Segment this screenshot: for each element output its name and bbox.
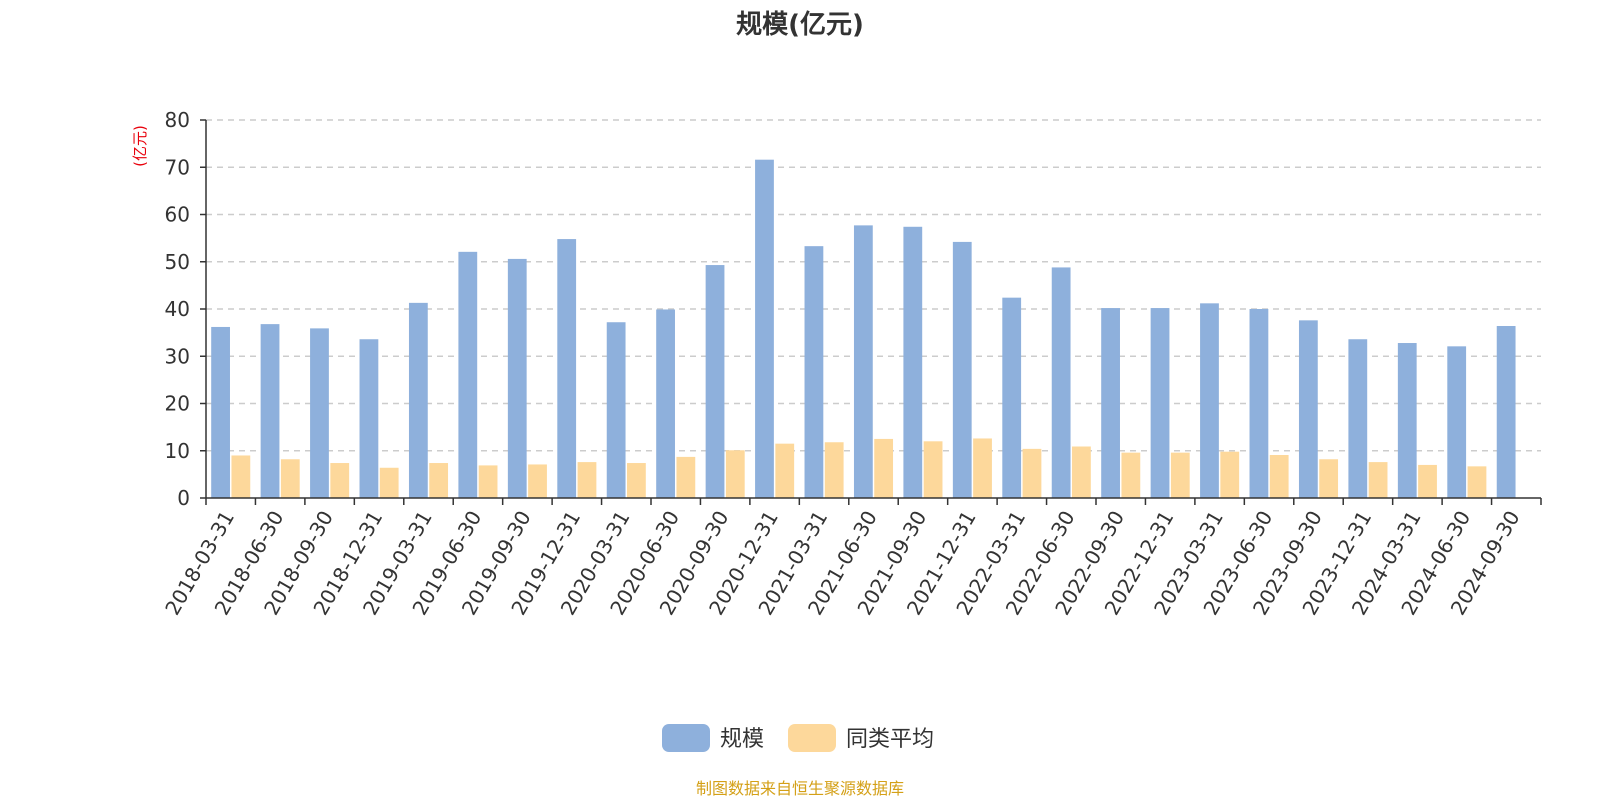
bar-peer-average <box>1220 451 1240 498</box>
bar-scale <box>1051 267 1071 498</box>
bar-scale <box>1200 303 1219 498</box>
y-tick-label: 70 <box>165 155 190 179</box>
bar-peer-average <box>627 463 646 498</box>
bar-peer-average <box>775 443 795 498</box>
y-axis-unit-label: (亿元) <box>131 125 149 167</box>
bar-scale <box>1002 297 1022 498</box>
bar-scale <box>507 258 527 498</box>
bar-scale <box>755 159 774 498</box>
legend-swatch-peer-average <box>788 724 836 752</box>
bar-peer-average <box>379 467 399 498</box>
bar-scale <box>705 265 725 498</box>
bar-peer-average <box>1467 466 1487 498</box>
grid-lines <box>206 119 1541 452</box>
bar-scale <box>1447 346 1467 498</box>
y-tick-label: 50 <box>165 250 190 274</box>
bar-peer-average <box>528 464 547 498</box>
bar-scale <box>952 241 972 498</box>
bar-peer-average <box>973 438 992 498</box>
bar-scale <box>1101 308 1120 498</box>
bar-peer-average <box>1269 455 1289 498</box>
bar-peer-average <box>231 455 251 498</box>
bar-peer-average <box>1072 446 1091 498</box>
bar-scale <box>804 246 824 498</box>
legend-item[interactable]: 规模 <box>662 724 764 752</box>
bar-peer-average <box>824 442 844 498</box>
bar-scale <box>853 225 873 498</box>
bar-scale <box>557 239 577 498</box>
bar-scale <box>606 322 626 498</box>
bar-scale <box>260 324 280 498</box>
bar-peer-average <box>1319 459 1339 498</box>
chart-title: 规模(亿元) <box>736 10 864 40</box>
bar-peer-average <box>1170 452 1190 498</box>
bar-peer-average <box>577 462 597 498</box>
bar-peer-average <box>725 450 745 498</box>
y-tick-label: 0 <box>177 486 190 510</box>
y-tick-label: 40 <box>165 297 190 321</box>
bar-peer-average <box>478 465 498 498</box>
bar-scale <box>1249 309 1269 498</box>
y-tick-label: 30 <box>165 344 190 368</box>
legend[interactable]: 规模 同类平均 <box>662 724 934 752</box>
bar-scale <box>903 226 923 498</box>
legend-label: 同类平均 <box>846 727 934 752</box>
bar-scale <box>408 302 428 498</box>
bar-scale <box>1496 326 1516 498</box>
bar-scale <box>310 328 329 498</box>
bar-scale <box>1150 308 1170 498</box>
bar-scale <box>359 339 379 498</box>
y-tick-label: 60 <box>165 203 190 227</box>
bar-peer-average <box>1121 452 1141 498</box>
legend-swatch-scale <box>662 724 710 752</box>
bar-peer-average <box>1418 464 1437 498</box>
bar-peer-average <box>280 459 300 498</box>
data-source-note: 制图数据来自恒生聚源数据库 <box>696 779 904 798</box>
bar-peer-average <box>1022 448 1042 498</box>
bar-peer-average <box>874 438 894 498</box>
legend-label: 规模 <box>720 727 764 752</box>
bar-peer-average <box>429 463 449 498</box>
bar-scale <box>656 309 675 498</box>
y-tick-label: 10 <box>165 439 190 463</box>
bars-group <box>211 159 1516 498</box>
bar-scale <box>1348 339 1368 498</box>
bar-scale <box>1397 343 1417 498</box>
bar-peer-average <box>676 456 696 498</box>
bar-peer-average <box>330 463 350 498</box>
y-tick-label: 80 <box>165 108 190 132</box>
bar-scale <box>458 251 478 498</box>
legend-item[interactable]: 同类平均 <box>788 724 934 752</box>
y-tick-label: 20 <box>165 392 190 416</box>
bar-peer-average <box>1368 462 1388 498</box>
bar-peer-average <box>923 441 943 498</box>
bar-scale <box>211 326 230 498</box>
bar-scale <box>1298 320 1318 498</box>
